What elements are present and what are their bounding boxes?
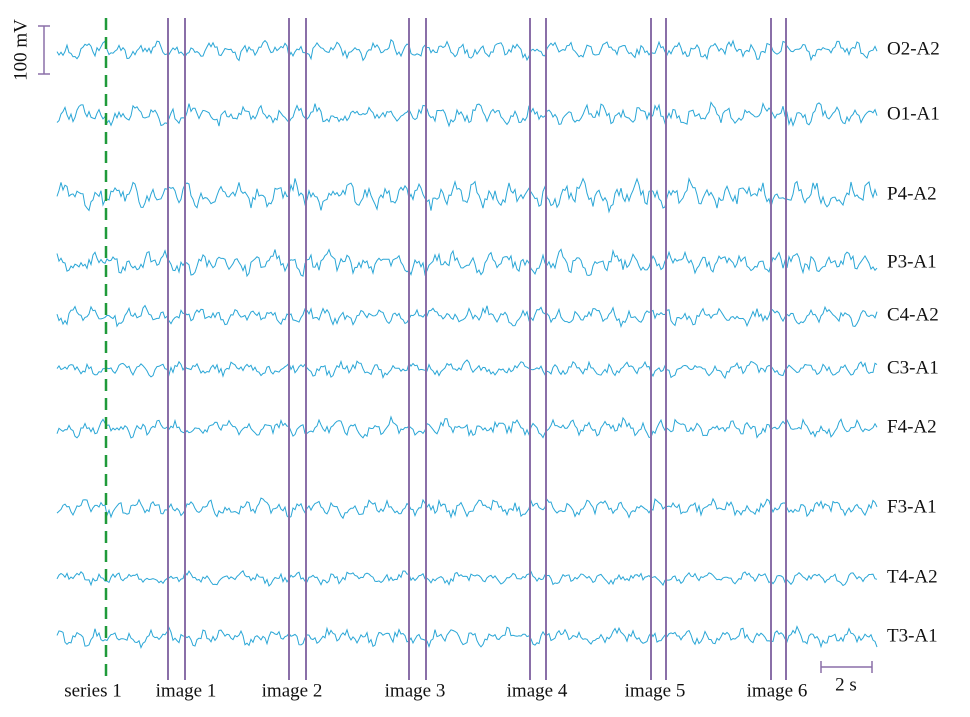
channel-label: F3-A1 — [887, 496, 937, 517]
eeg-trace — [56, 497, 878, 520]
eeg-trace — [56, 359, 878, 380]
eeg-trace — [56, 38, 878, 62]
marker-label: image 3 — [385, 680, 446, 701]
channel-label: T4-A2 — [887, 566, 938, 587]
channel-label: C4-A2 — [887, 304, 939, 325]
marker-label: series 1 — [64, 680, 122, 701]
channel-label: P3-A1 — [887, 251, 937, 272]
eeg-trace — [56, 625, 878, 650]
channel-label: O2-A2 — [887, 38, 940, 59]
marker-label: image 6 — [747, 680, 808, 701]
eeg-trace — [56, 569, 878, 587]
amplitude-scale-label: 100 mV — [10, 19, 31, 81]
channel-label: O1-A1 — [887, 103, 940, 124]
channel-label: P4-A2 — [887, 183, 937, 204]
eeg-trace — [56, 177, 878, 214]
channel-label: C3-A1 — [887, 357, 939, 378]
marker-label: image 1 — [156, 680, 217, 701]
channel-label: F4-A2 — [887, 416, 937, 437]
marker-label: image 2 — [262, 680, 323, 701]
marker-label: image 5 — [625, 680, 686, 701]
marker-label: image 4 — [507, 680, 568, 701]
eeg-trace — [56, 101, 878, 128]
eeg-trace — [56, 415, 878, 439]
time-scale-label: 2 s — [835, 674, 857, 695]
eeg-trace — [56, 304, 878, 329]
eeg-trace — [56, 248, 878, 278]
channel-label: T3-A1 — [887, 625, 938, 646]
